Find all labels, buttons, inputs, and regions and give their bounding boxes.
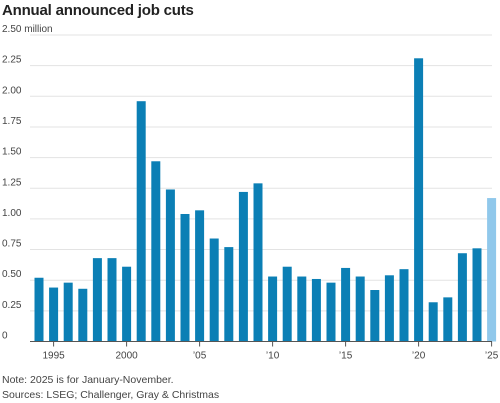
bar-2022	[443, 297, 453, 342]
bar-2013	[311, 278, 321, 342]
y-tick-label: 2.00	[2, 85, 22, 96]
x-tick-label: ’15	[339, 351, 353, 362]
bar-1995	[49, 287, 59, 342]
bar-2000	[122, 266, 132, 342]
x-tick-label: ’25	[485, 351, 499, 362]
bar-1994	[34, 277, 44, 342]
bar-2007	[224, 247, 234, 342]
sources-text: Sources: LSEG; Challenger, Gray & Christ…	[2, 389, 220, 401]
bar-2014	[326, 282, 336, 342]
x-tick-label: ’10	[266, 351, 280, 362]
bar-2009	[253, 183, 263, 342]
y-tick-label: 0	[2, 331, 8, 342]
bar-2008	[238, 191, 248, 342]
bar-2002	[151, 161, 161, 342]
bar-2018	[384, 275, 394, 342]
bar-2017	[370, 290, 380, 342]
bar-2005	[195, 210, 205, 342]
bar-2004	[180, 213, 190, 342]
chart-notes: Note: 2025 is for January-November. Sour…	[2, 373, 219, 403]
bar-2010	[268, 276, 278, 342]
bar-1997	[78, 288, 88, 342]
x-tick-label: 1995	[42, 351, 65, 362]
bar-2025	[487, 198, 497, 342]
bar-2016	[355, 276, 365, 342]
chart-title: Annual announced job cuts	[2, 2, 194, 19]
bar-2003	[165, 189, 175, 342]
bar-2024	[472, 248, 482, 342]
note-text: Note: 2025 is for January-November.	[2, 374, 174, 386]
y-tick-label: 2.25	[2, 55, 22, 66]
y-tick-label: 2.50 million	[2, 24, 53, 35]
bar-2012	[297, 276, 307, 342]
bar-2020	[414, 58, 424, 342]
y-tick-label: 0.75	[2, 239, 22, 250]
bar-2006	[209, 238, 219, 342]
y-tick-label: 0.25	[2, 300, 22, 311]
bar-1998	[92, 258, 102, 342]
x-tick-label: 2000	[115, 351, 138, 362]
y-tick-label: 0.50	[2, 269, 22, 280]
y-tick-label: 1.00	[2, 208, 22, 219]
x-tick-label: ’05	[193, 351, 207, 362]
y-tick-label: 1.50	[2, 147, 22, 158]
bar-chart: 0 0.25 0.50 0.75 1.00 1.25 1.50 1.75 2.00 2.25 2.5…	[2, 24, 499, 362]
x-tick-label: ’20	[412, 351, 426, 362]
y-tick-label: 1.25	[2, 177, 22, 188]
y-tick-label: 1.75	[2, 116, 22, 127]
bar-1996	[63, 282, 73, 342]
bar-1999	[107, 258, 117, 342]
bar-2015	[341, 267, 351, 342]
bar-2021	[428, 302, 438, 342]
bar-2001	[136, 101, 146, 342]
bar-2023	[457, 253, 467, 342]
bar-2019	[399, 269, 409, 342]
bar-2011	[282, 266, 292, 342]
